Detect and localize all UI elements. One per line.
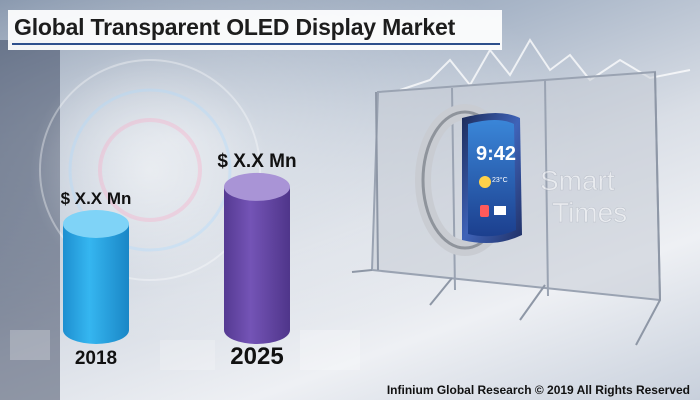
- bars-group: $ X.X Mn 2018 $ X.X Mn 2025: [61, 151, 297, 370]
- category-label: 2025: [230, 343, 283, 370]
- bar-cylinder-body: [63, 224, 129, 344]
- phone-icon: [480, 205, 489, 217]
- smart-watch-image: 9:42 23°C: [415, 104, 522, 256]
- chart-title: Global Transparent OLED Display Market: [14, 14, 456, 40]
- ui-tile: [160, 340, 215, 370]
- watch-temp: 23°C: [492, 176, 508, 184]
- bar-value-label: $ X.X Mn: [217, 151, 296, 172]
- bar-cylinder-top: [224, 172, 290, 201]
- ui-tile: [300, 330, 360, 370]
- mail-icon: [494, 206, 506, 215]
- bar-cylinder-body: [224, 186, 290, 344]
- glass-text-smart: Smart: [540, 165, 615, 196]
- ui-tile: [10, 330, 50, 360]
- watch-time: 9:42: [476, 143, 516, 165]
- bar-value-label: $ X.X Mn: [61, 189, 132, 208]
- sun-icon: [479, 176, 491, 188]
- waveform-line: [399, 38, 691, 91]
- category-label: 2018: [75, 348, 117, 369]
- bar-cylinder-top: [63, 210, 129, 238]
- title-underline: [12, 43, 500, 45]
- copyright-footer: Infinium Global Research © 2019 All Righ…: [386, 383, 690, 397]
- glass-text-times: Times: [552, 197, 627, 228]
